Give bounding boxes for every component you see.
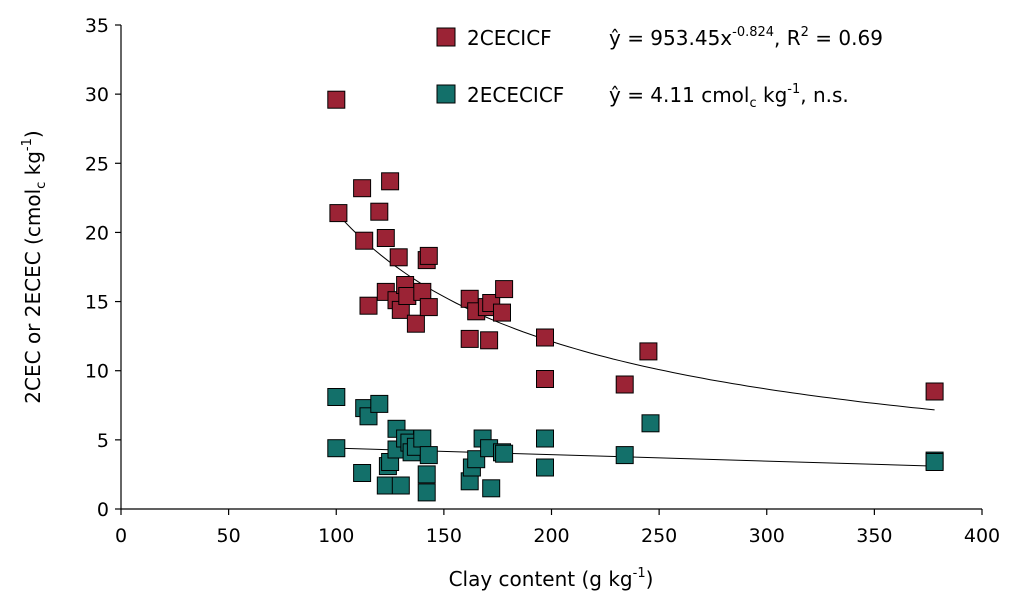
data-point-series-1 (925, 453, 944, 471)
data-point-series-0 (376, 229, 395, 247)
y-tick-label: 10 (85, 361, 109, 383)
x-tick-label: 0 (115, 525, 127, 547)
x-ticks: 0 50 100 150 200 250 300 350 400 (115, 509, 1000, 547)
data-point-series-0 (370, 202, 389, 221)
legend-marker-2ececicf (436, 84, 456, 104)
data-point-series-0 (398, 287, 417, 305)
x-tick-label: 150 (426, 525, 462, 547)
data-point-series-1 (482, 479, 501, 498)
x-tick-label: 250 (641, 525, 677, 547)
y-tick-label: 0 (97, 499, 109, 521)
data-point-series-0 (615, 375, 634, 394)
legend-label-2ececicf: 2ECECICF (467, 83, 564, 107)
y-tick-label: 35 (85, 15, 109, 37)
y-tick-label: 25 (85, 153, 109, 175)
legend-item-2ceccicf: 2CECICF ŷ = 953.45x-0.824, R2 = 0.69 (436, 25, 883, 50)
data-point-series-1 (413, 429, 432, 448)
data-point-series-1 (376, 476, 395, 495)
data-point-series-0 (355, 231, 374, 250)
data-point-series-0 (419, 246, 438, 265)
data-point-series-1 (495, 444, 514, 463)
data-point-series-0 (493, 303, 511, 322)
data-point-series-1 (327, 388, 346, 406)
legend-equation-2ceccicf: ŷ = 953.45x-0.824, R2 = 0.69 (609, 25, 883, 50)
legend: 2CECICF ŷ = 953.45x-0.824, R2 = 0.69 2EC… (436, 25, 883, 111)
x-tick-label: 350 (856, 525, 892, 547)
data-point-series-1 (419, 446, 438, 465)
data-point-series-0 (413, 282, 432, 301)
y-tick-label: 30 (85, 84, 109, 106)
data-point-series-1 (353, 464, 372, 482)
data-point-series-0 (536, 370, 554, 388)
y-tick-label: 20 (85, 222, 109, 244)
data-point-series-0 (389, 248, 408, 267)
data-point-series-0 (480, 331, 499, 350)
fit-curve-0 (335, 212, 935, 411)
y-tick-label: 15 (85, 292, 109, 314)
data-point-series-0 (359, 296, 378, 315)
data-point-series-1 (417, 483, 436, 502)
data-point-series-0 (406, 314, 425, 333)
data-point-series-0 (419, 298, 438, 317)
y-axis-title: 2CEC or 2ECEC (cmolc kg-1) (20, 130, 49, 403)
data-point-series-1 (536, 429, 554, 448)
y-tick-label: 5 (97, 430, 109, 452)
data-point-series-1 (641, 414, 660, 433)
x-axis-title: Clay content (g kg-1) (449, 566, 654, 591)
legend-equation-2ececicf: ŷ = 4.11 cmolc kg-1, n.s. (609, 82, 849, 111)
data-point-series-0 (353, 179, 372, 198)
data-point-series-1 (536, 458, 554, 477)
data-point-series-1 (327, 439, 346, 458)
data-point-series-1 (370, 394, 389, 413)
data-point-series-0 (327, 90, 346, 109)
legend-item-2ececicf: 2ECECICF ŷ = 4.11 cmolc kg-1, n.s. (436, 82, 849, 111)
data-point-series-0 (639, 342, 658, 361)
data-point-series-0 (495, 280, 514, 299)
data-points (327, 90, 944, 502)
legend-label-2ceccicf: 2CECICF (467, 26, 552, 50)
data-point-series-0 (329, 204, 348, 223)
data-point-series-0 (460, 329, 479, 348)
data-point-series-1 (417, 465, 436, 484)
data-point-series-0 (925, 382, 944, 401)
x-tick-label: 200 (533, 525, 569, 547)
x-tick-label: 400 (964, 525, 1000, 547)
data-point-series-0 (536, 328, 554, 347)
data-point-series-0 (381, 172, 400, 191)
x-tick-label: 100 (318, 525, 354, 547)
data-point-series-1 (391, 476, 410, 495)
y-ticks: 0 5 10 15 20 25 30 35 (85, 15, 121, 521)
data-point-series-1 (615, 446, 634, 465)
x-tick-label: 300 (749, 525, 785, 547)
legend-marker-2ceccicf (436, 27, 456, 47)
x-tick-label: 50 (217, 525, 241, 547)
